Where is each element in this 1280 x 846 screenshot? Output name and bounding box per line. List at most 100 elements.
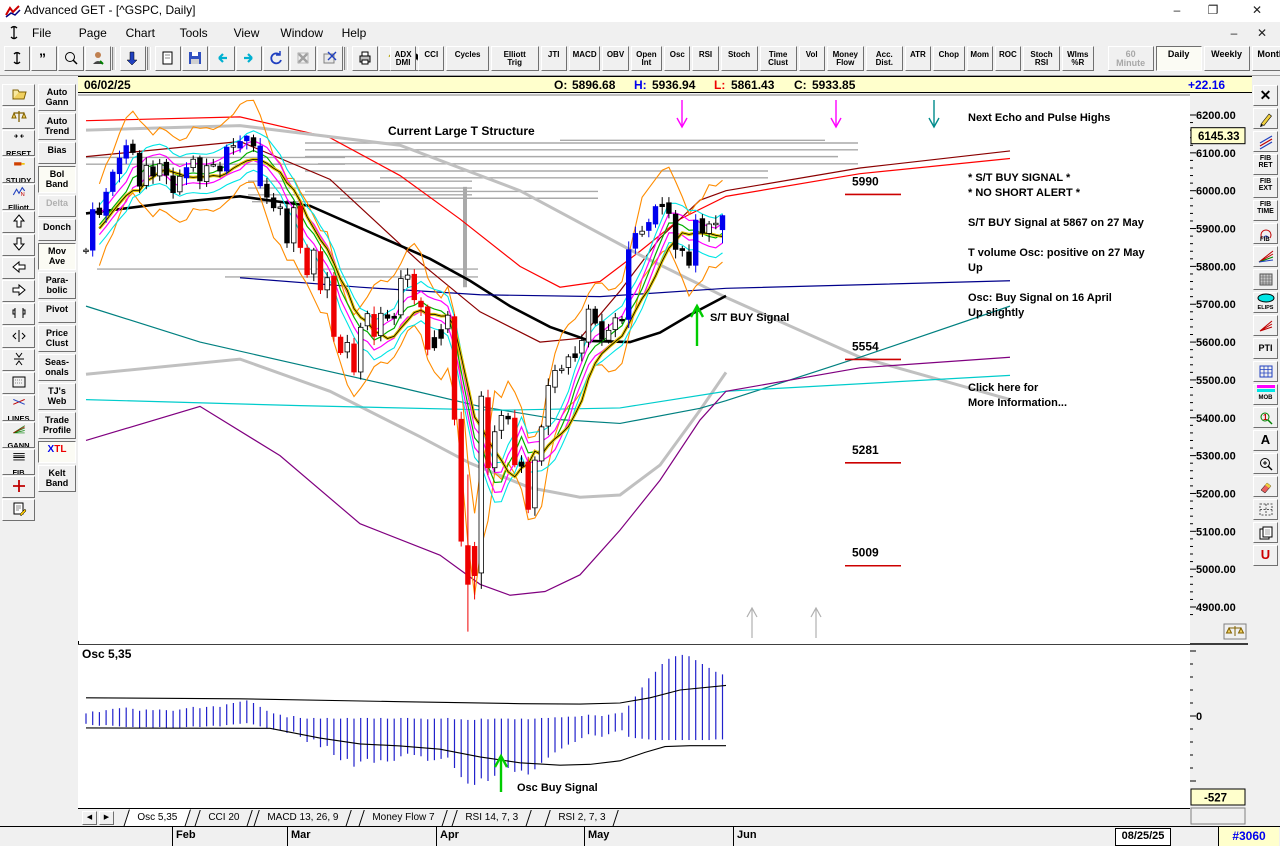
indicator-chop[interactable]: Chop — [933, 46, 965, 71]
study-delta[interactable]: Delta — [38, 195, 76, 217]
blue-grid-icon[interactable] — [1253, 361, 1278, 382]
indicator-mom[interactable]: Mom — [966, 46, 993, 71]
bar-shift-icon[interactable] — [2, 303, 35, 325]
arrow-up-icon[interactable] — [2, 211, 35, 233]
study-donch[interactable]: Donch — [38, 219, 76, 241]
print-icon[interactable] — [352, 46, 378, 71]
compress-vertical-icon[interactable] — [2, 349, 35, 371]
indicator-wlms-r[interactable]: Wlms %R — [1062, 46, 1094, 71]
maximize-button[interactable]: ❐ — [1207, 3, 1219, 17]
eraser-icon[interactable] — [1253, 476, 1278, 497]
close-chart-icon[interactable]: ✕ — [1253, 85, 1278, 106]
study-auto-gann[interactable]: Auto Gann — [38, 84, 76, 111]
arrow-right-icon[interactable] — [2, 280, 35, 302]
study-para-bolic[interactable]: Para-bolic — [38, 272, 76, 299]
mob-button[interactable]: MOB — [1253, 384, 1278, 405]
study-pivot[interactable]: Pivot — [38, 301, 76, 323]
fib-retracement-button[interactable]: FIB RET — [1253, 154, 1278, 175]
pin-icon[interactable] — [4, 46, 30, 71]
sort-down-icon[interactable] — [120, 46, 146, 71]
indicator-stoch[interactable]: Stoch — [720, 46, 758, 71]
tab-cci-20[interactable]: CCI 20 — [194, 810, 253, 827]
indicator-vol[interactable]: Vol — [798, 46, 825, 71]
menu-window[interactable]: Window — [280, 26, 324, 40]
quotes-icon[interactable]: ” — [31, 46, 57, 71]
user-icon[interactable] — [85, 46, 111, 71]
elliott-icon[interactable]: N Elliott — [2, 184, 35, 210]
fib-circle-icon[interactable]: FIB — [1253, 223, 1278, 244]
indicator-stoch-rsi[interactable]: Stoch RSI — [1023, 46, 1060, 71]
indicator-open-int[interactable]: Open Int — [630, 46, 663, 71]
fib-extension-button[interactable]: FIB EXT — [1253, 177, 1278, 198]
menu-view[interactable]: View — [233, 26, 260, 40]
study-seas-onals[interactable]: Seas-onals — [38, 354, 76, 381]
indicator-macd[interactable]: MACD — [568, 46, 601, 71]
trendlines-icon[interactable] — [1253, 131, 1278, 152]
tab-scroll-left-button[interactable]: ◀ — [82, 811, 97, 825]
tab-money-flow-7[interactable]: Money Flow 7 — [358, 810, 448, 827]
indicator-atr[interactable]: ATR — [904, 46, 931, 71]
indicator-cci[interactable]: CCI — [418, 46, 445, 71]
study-tj-s-web[interactable]: TJ's Web — [38, 383, 76, 410]
indicator-roc[interactable]: ROC — [994, 46, 1021, 71]
indicator-jti[interactable]: JTI — [540, 46, 567, 71]
indicator-elliott-trig[interactable]: Elliott Trig — [490, 46, 539, 71]
price-chart[interactable]: Current Large T Structure Next Echo and P… — [78, 94, 1190, 641]
zoom-in-icon[interactable] — [1253, 453, 1278, 474]
open-folder-icon[interactable] — [2, 84, 35, 106]
tab-macd-13-26-9[interactable]: MACD 13, 26, 9 — [253, 810, 353, 827]
gann-icon[interactable]: GANN — [2, 422, 35, 448]
rotate-icon[interactable] — [263, 46, 289, 71]
reset-icon[interactable]: RESET — [2, 130, 35, 156]
menu-file[interactable]: File — [32, 26, 52, 40]
properties-icon[interactable] — [2, 499, 35, 521]
back-icon[interactable] — [209, 46, 235, 71]
close-button[interactable]: ✕ — [1251, 3, 1263, 17]
arrow-left-icon[interactable] — [2, 257, 35, 279]
indicator-rsi[interactable]: RSI — [692, 46, 719, 71]
pages-icon[interactable] — [1253, 522, 1278, 543]
search-icon[interactable] — [58, 46, 84, 71]
signal-annotation[interactable]: More Information... — [968, 397, 1067, 409]
indicator-acc-dist-[interactable]: Acc. Dist. — [865, 46, 903, 71]
indicator-money-flow[interactable]: Money Flow — [826, 46, 864, 71]
expand-horizontal-icon[interactable] — [2, 326, 35, 348]
study-xtl[interactable]: XTL — [38, 441, 76, 463]
save-icon[interactable] — [182, 46, 208, 71]
timeframe-daily[interactable]: Daily — [1155, 46, 1202, 71]
pti-button[interactable]: PTI — [1253, 338, 1278, 359]
zoom-data-icon[interactable]: 1 — [1253, 407, 1278, 428]
oscillator-panel[interactable]: Osc 5,35 Osc Buy Signal — [78, 644, 1190, 808]
ellipse-button[interactable]: ELIPS — [1253, 292, 1278, 313]
study-bias[interactable]: Bias — [38, 142, 76, 164]
study-mov-ave[interactable]: Mov Ave — [38, 243, 76, 270]
fib-icon[interactable]: FIB — [2, 449, 35, 475]
indicator-cycles[interactable]: Cycles — [446, 46, 489, 71]
study-auto-trend[interactable]: Auto Trend — [38, 113, 76, 140]
magnet-button[interactable]: U — [1253, 545, 1278, 566]
scales-icon[interactable] — [2, 107, 35, 129]
forward-icon[interactable] — [236, 46, 262, 71]
pencil-icon[interactable] — [1253, 108, 1278, 129]
menu-help[interactable]: Help — [341, 26, 367, 40]
tab-scroll-right-button[interactable]: ▶ — [99, 811, 114, 825]
tab-rsi-2-7-3[interactable]: RSI 2, 7, 3 — [544, 810, 620, 827]
menu-chart[interactable]: Chart — [125, 26, 155, 40]
indicator-adx-dmi[interactable]: ADX DMI — [390, 46, 417, 71]
lines-icon[interactable]: LINES — [2, 395, 35, 421]
study-icon[interactable]: STUDY — [2, 157, 35, 183]
arrow-down-icon[interactable] — [2, 234, 35, 256]
signal-annotation[interactable]: Click here for — [968, 382, 1039, 394]
chart-edit-icon[interactable] — [317, 46, 343, 71]
menu-tools[interactable]: Tools — [179, 26, 208, 40]
text-tool-button[interactable]: A — [1253, 430, 1278, 451]
scales-icon[interactable] — [1223, 623, 1247, 640]
timeframe-monthly[interactable]: Monthly — [1251, 46, 1280, 71]
fib-time-button[interactable]: FIB TIME — [1253, 200, 1278, 221]
mdi-close-button[interactable]: ✕ — [1256, 26, 1268, 40]
study-kelt-band[interactable]: Kelt Band — [38, 465, 76, 492]
crosshair-icon[interactable] — [2, 476, 35, 498]
new-doc-icon[interactable] — [155, 46, 181, 71]
indicator-obv[interactable]: OBV — [602, 46, 629, 71]
minimize-button[interactable]: – — [1173, 3, 1181, 17]
